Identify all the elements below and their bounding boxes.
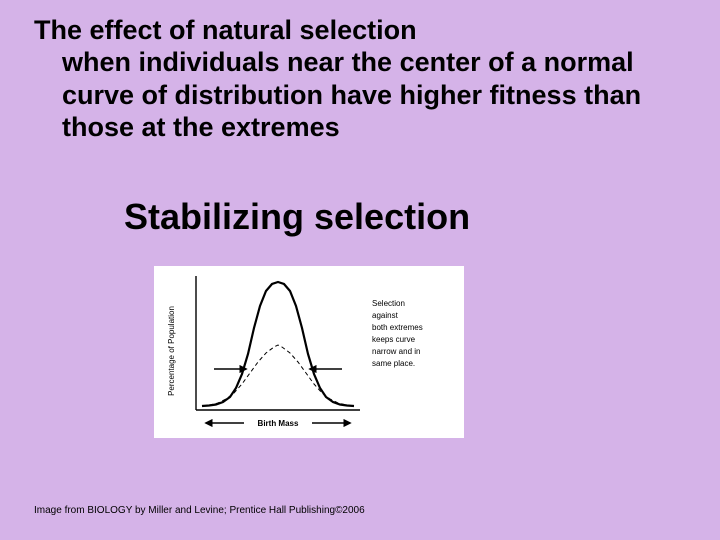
annotation-line: same place.	[372, 359, 415, 368]
annotation-line: against	[372, 311, 399, 320]
x-axis-label: Birth Mass	[258, 419, 299, 428]
image-credit: Image from BIOLOGY by Miller and Levine;…	[34, 505, 365, 516]
y-axis-label: Percentage of Population	[167, 306, 176, 396]
slide-subtitle: Stabilizing selection	[124, 196, 470, 238]
annotation-line: Selection	[372, 299, 405, 308]
annotation-line: both extremes	[372, 323, 423, 332]
slide-heading: The effect of natural selection when ind…	[34, 14, 696, 144]
annotation-line: narrow and in	[372, 347, 420, 356]
heading-line1: The effect of natural selection	[34, 15, 417, 45]
selection-diagram: Percentage of Population Birth Mass Select…	[154, 266, 464, 438]
annotation-line: keeps curve	[372, 335, 416, 344]
heading-rest: when individuals near the center of a no…	[34, 46, 696, 143]
